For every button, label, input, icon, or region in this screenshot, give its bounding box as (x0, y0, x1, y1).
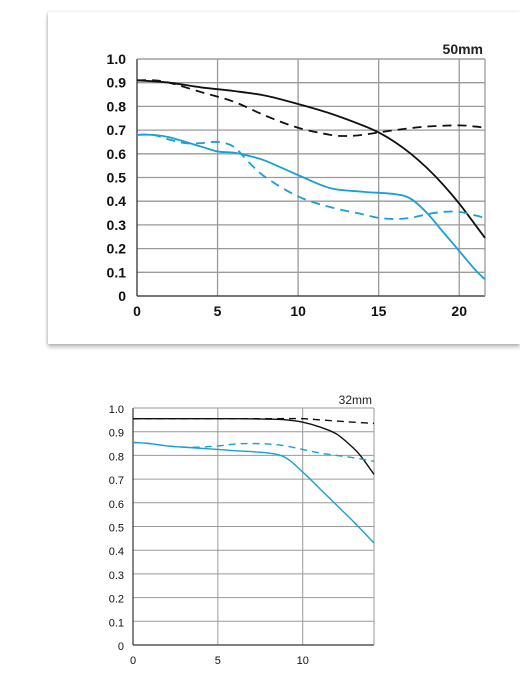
y-tick-label: 1.0 (109, 404, 124, 416)
series-line-1 (133, 417, 375, 425)
x-tick-label: 0 (133, 303, 141, 319)
y-tick-label: 0.8 (109, 451, 124, 463)
chart-title: 32mm (339, 393, 372, 407)
y-tick-label: 0.4 (107, 193, 127, 209)
y-tick-label: 0.5 (109, 523, 124, 535)
series-line-3 (132, 441, 375, 463)
y-tick-label: 0 (118, 288, 126, 304)
y-tick-label: 0 (118, 641, 124, 653)
y-tick-label: 1.0 (107, 51, 127, 67)
y-tick-label: 0.1 (107, 264, 127, 280)
series-line-2 (136, 133, 486, 281)
series-line-2 (132, 441, 375, 544)
y-tick-label: 0.2 (109, 594, 124, 606)
y-tick-label: 0.7 (109, 475, 124, 487)
chart-1: 1.0 0.9 0.8 0.7 0.6 0.5 0.4 0.3 0.2 0.1 00 5 10 32mm (109, 393, 375, 667)
y-tick-label: 0.1 (109, 617, 124, 629)
y-tick-label: 0.6 (107, 146, 127, 162)
x-tick-label: 5 (214, 303, 222, 319)
series-line-0 (136, 79, 486, 239)
chart-title: 50mm (443, 41, 483, 57)
x-tick-label: 10 (290, 303, 306, 319)
series-line-1 (136, 79, 486, 137)
x-tick-label: 0 (130, 655, 136, 667)
y-tick-label: 0.9 (107, 75, 127, 91)
series-line-3 (136, 133, 486, 220)
y-tick-label: 0.8 (107, 98, 127, 114)
y-tick-label: 0.7 (107, 122, 127, 138)
chart-0: 1.0 0.9 0.8 0.7 0.6 0.5 0.4 0.3 0.2 0.1 00 5 10 15 20 5… (107, 41, 486, 319)
y-tick-label: 0.2 (107, 241, 127, 257)
y-tick-label: 0.9 (109, 428, 124, 440)
y-tick-label: 0.3 (109, 570, 124, 582)
x-tick-label: 10 (297, 655, 309, 667)
x-tick-label: 5 (215, 655, 221, 667)
y-tick-label: 0.4 (109, 546, 124, 558)
x-tick-label: 15 (371, 303, 387, 319)
y-tick-label: 0.3 (107, 217, 127, 233)
y-tick-label: 0.5 (107, 170, 127, 186)
x-tick-label: 20 (451, 303, 467, 319)
y-tick-label: 0.6 (109, 499, 124, 511)
